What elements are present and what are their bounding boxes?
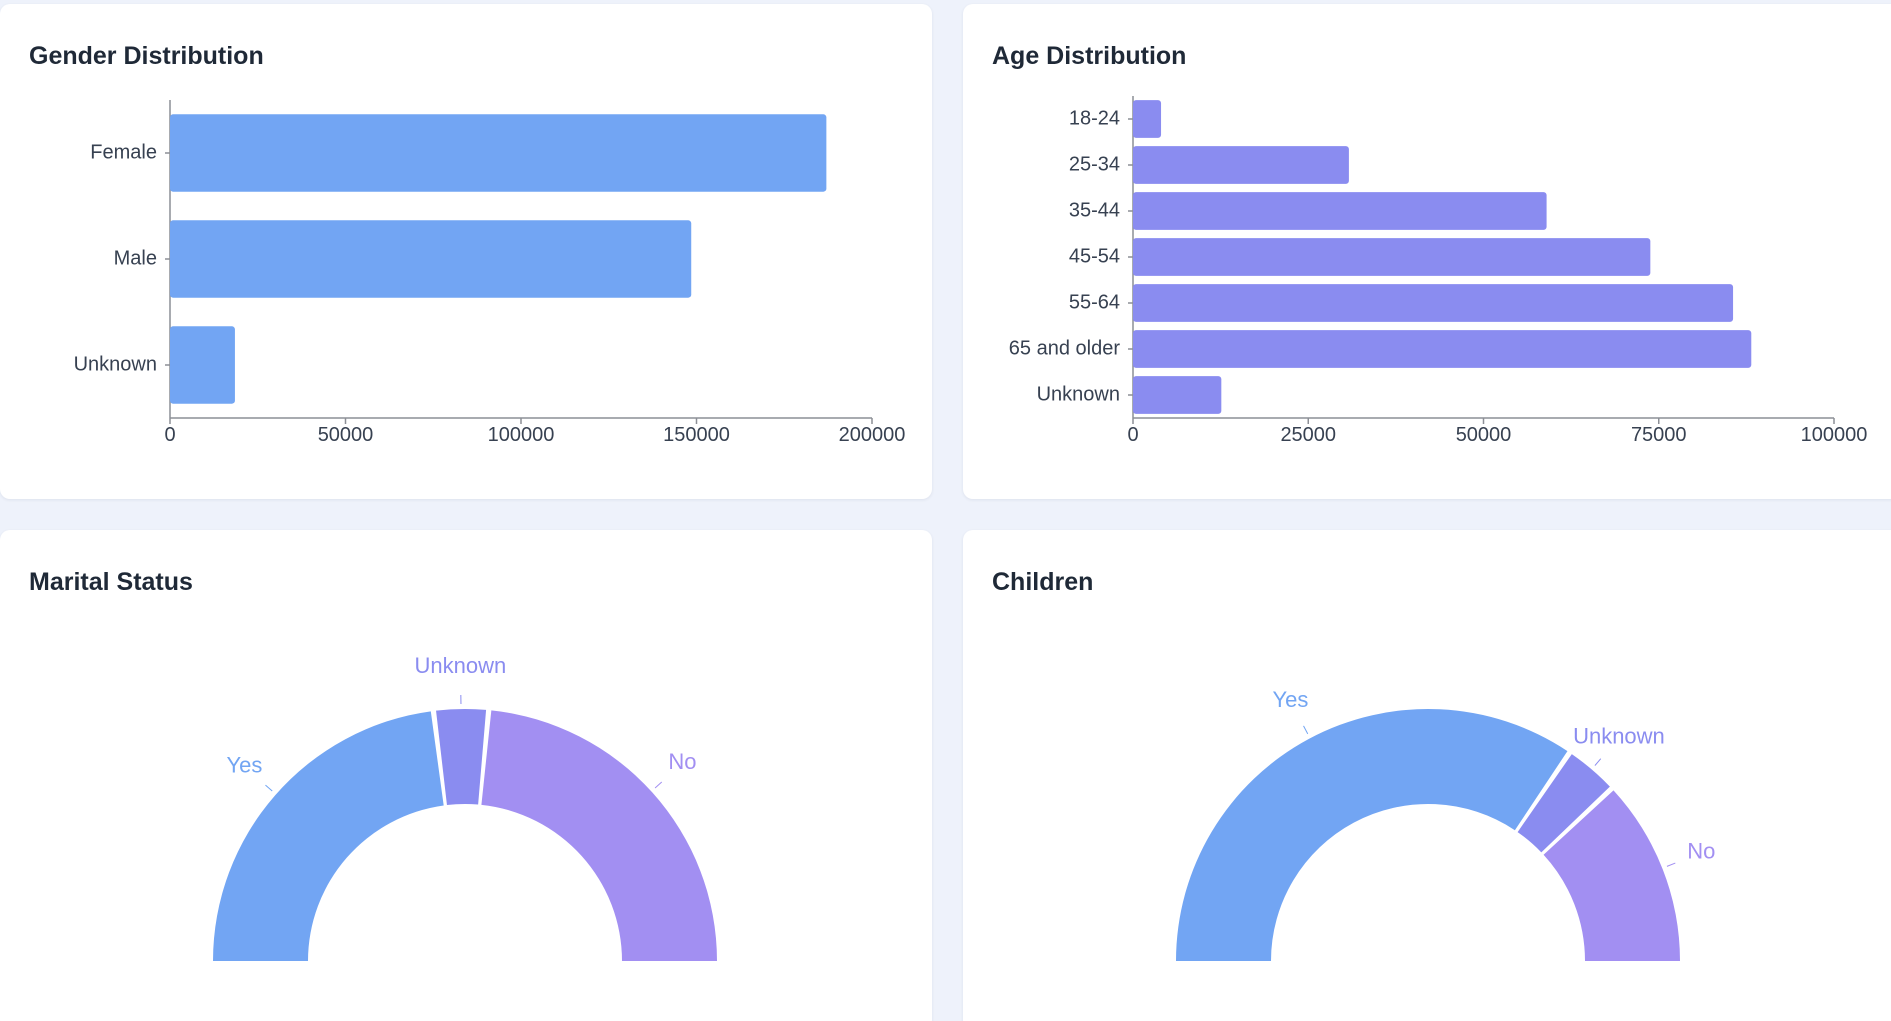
children-half-donut-chart: Yes Unknown No	[1176, 687, 1715, 961]
x-tick-label: 25000	[1280, 424, 1336, 446]
slice-label: No	[668, 749, 696, 774]
x-tick-label: 150000	[663, 424, 730, 446]
gender-distribution-card: Gender Distribution Female Male Unknown 0 50…	[0, 4, 932, 499]
x-tick-label: 200000	[839, 424, 906, 446]
y-tick-label: 25-34	[1069, 153, 1120, 175]
donut-slice[interactable]	[436, 709, 487, 806]
y-tick-label: Male	[114, 247, 157, 269]
y-tick-label: Unknown	[1037, 383, 1120, 405]
slice-label: No	[1687, 839, 1715, 864]
y-tick-label: 45-54	[1069, 245, 1120, 267]
x-tick-label: 0	[1127, 424, 1138, 446]
marital-status-card: Marital Status Yes Unknown No	[0, 530, 932, 1021]
slice-label-leader	[265, 784, 273, 792]
y-tick-label: Unknown	[74, 353, 157, 375]
y-tick-label: 35-44	[1069, 199, 1120, 221]
slice-label-leader	[1303, 725, 1309, 735]
bar[interactable]	[1133, 330, 1752, 368]
gender-bar-chart: Female Male Unknown 0 50000 100000 150000 20000…	[74, 100, 906, 446]
bar[interactable]	[1133, 100, 1162, 138]
donut-slice[interactable]	[1543, 790, 1680, 961]
x-tick-label: 100000	[1801, 424, 1868, 446]
donut-slice[interactable]	[1517, 754, 1610, 853]
y-tick-label: 55-64	[1069, 291, 1120, 313]
bar[interactable]	[1133, 238, 1651, 276]
bar[interactable]	[1133, 146, 1349, 184]
card-title: Children	[992, 568, 1094, 596]
bar[interactable]	[1133, 376, 1222, 414]
children-card: Children Yes Unknown No	[963, 530, 1891, 1021]
slice-label-leader	[654, 781, 663, 789]
age-distribution-card: Age Distribution 18-24 25-34 35-44 45-54 55-…	[963, 4, 1891, 499]
card-title: Gender Distribution	[29, 42, 264, 70]
x-tick-label: 75000	[1631, 424, 1687, 446]
bar[interactable]	[170, 114, 827, 192]
x-tick-label: 100000	[488, 424, 555, 446]
y-tick-label: Female	[90, 141, 157, 163]
bar[interactable]	[170, 220, 692, 298]
slice-label: Unknown	[1573, 723, 1665, 748]
donut-slice[interactable]	[1176, 709, 1568, 961]
slice-label: Yes	[227, 752, 263, 777]
slice-label: Yes	[1272, 687, 1308, 712]
x-tick-label: 0	[164, 424, 175, 446]
bar[interactable]	[170, 326, 235, 404]
x-tick-label: 50000	[318, 424, 374, 446]
marital-half-donut-chart: Yes Unknown No	[213, 653, 717, 961]
slice-label: Unknown	[415, 653, 507, 678]
bar[interactable]	[1133, 284, 1734, 322]
y-tick-label: 65 and older	[1009, 337, 1121, 359]
slice-label-leader	[1666, 862, 1676, 867]
donut-slice[interactable]	[481, 710, 717, 961]
card-title: Marital Status	[29, 568, 193, 596]
donut-slice[interactable]	[213, 711, 444, 961]
bar[interactable]	[1133, 192, 1547, 230]
x-tick-label: 50000	[1456, 424, 1512, 446]
y-tick-label: 18-24	[1069, 107, 1120, 129]
card-title: Age Distribution	[992, 42, 1187, 70]
age-bar-chart: 18-24 25-34 35-44 45-54 55-64 65 and older Unk…	[1009, 96, 1868, 446]
slice-label-leader	[1594, 758, 1602, 766]
